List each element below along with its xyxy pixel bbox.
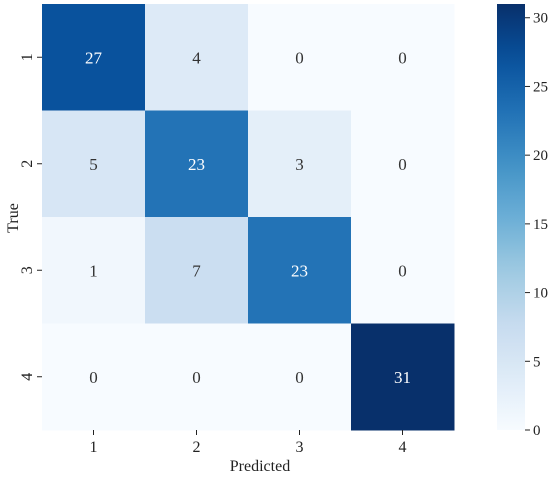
heatmap-cell-3-4: [351, 217, 455, 324]
cell-value-label: 7: [192, 261, 201, 280]
colorbar-tick-label: 15: [533, 217, 548, 233]
colorbar-tick-label: 25: [533, 79, 548, 95]
x-tick-label: 1: [90, 439, 98, 456]
heatmap-cell-1-4: [351, 4, 455, 111]
colorbar-tick-label: 10: [533, 286, 548, 302]
cell-value-label: 31: [394, 368, 411, 387]
cell-value-label: 0: [295, 48, 304, 67]
colorbar-tick-label: 30: [533, 11, 548, 27]
heatmap-cell-3-2: [145, 217, 249, 324]
y-tick-label: 4: [19, 373, 36, 381]
y-axis-ticks: 1 2 3 4: [19, 53, 42, 381]
cell-value-label: 0: [89, 368, 98, 387]
heatmap-cell-4-3: [248, 323, 352, 431]
x-tick-label: 2: [193, 439, 201, 456]
heatmap-cell-4-1: [42, 323, 146, 431]
colorbar-ticks: 0 5 10 15 20 25 30: [525, 11, 548, 439]
cell-value-label: 27: [85, 48, 103, 67]
heatmap-cell-3-1: [42, 217, 146, 324]
cell-value-label: 0: [398, 261, 407, 280]
heatmap-cell-4-4: [351, 323, 455, 431]
heatmap-cells: 27 4 0 0 5 23 3 0 1 7 23 0 0 0 0 31: [42, 4, 455, 431]
cell-value-label: 5: [89, 155, 98, 174]
heatmap-cell-4-2: [145, 323, 249, 431]
cell-value-label: 23: [291, 261, 308, 280]
x-tick-label: 4: [399, 439, 407, 456]
cell-value-label: 0: [192, 368, 201, 387]
heatmap-cell-2-4: [351, 110, 455, 218]
y-tick-label: 2: [19, 160, 36, 168]
heatmap-cell-3-3: [248, 217, 352, 324]
colorbar: [497, 4, 525, 430]
colorbar-tick-label: 5: [533, 354, 541, 370]
heatmap-cell-1-2: [145, 4, 249, 111]
x-axis-ticks: 1 2 3 4: [90, 430, 407, 456]
y-tick-label: 1: [19, 53, 36, 61]
cell-value-label: 0: [398, 155, 407, 174]
heatmap-cell-2-2: [145, 110, 249, 218]
cell-value-label: 4: [192, 48, 201, 67]
cell-value-label: 3: [295, 155, 304, 174]
cell-value-label: 23: [188, 155, 205, 174]
heatmap-cell-1-1: [42, 4, 146, 111]
x-tick-label: 3: [296, 439, 304, 456]
x-axis-label: Predicted: [230, 458, 290, 475]
cell-value-label: 0: [398, 48, 407, 67]
cell-value-label: 1: [89, 261, 98, 280]
colorbar-tick-label: 0: [533, 423, 541, 439]
y-tick-label: 3: [19, 266, 36, 274]
colorbar-tick-label: 20: [533, 148, 548, 164]
heatmap-cell-2-3: [248, 110, 352, 218]
heatmap-cell-1-3: [248, 4, 352, 111]
y-axis-label: True: [5, 203, 22, 233]
cell-value-label: 0: [295, 368, 304, 387]
heatmap-cell-2-1: [42, 110, 146, 218]
